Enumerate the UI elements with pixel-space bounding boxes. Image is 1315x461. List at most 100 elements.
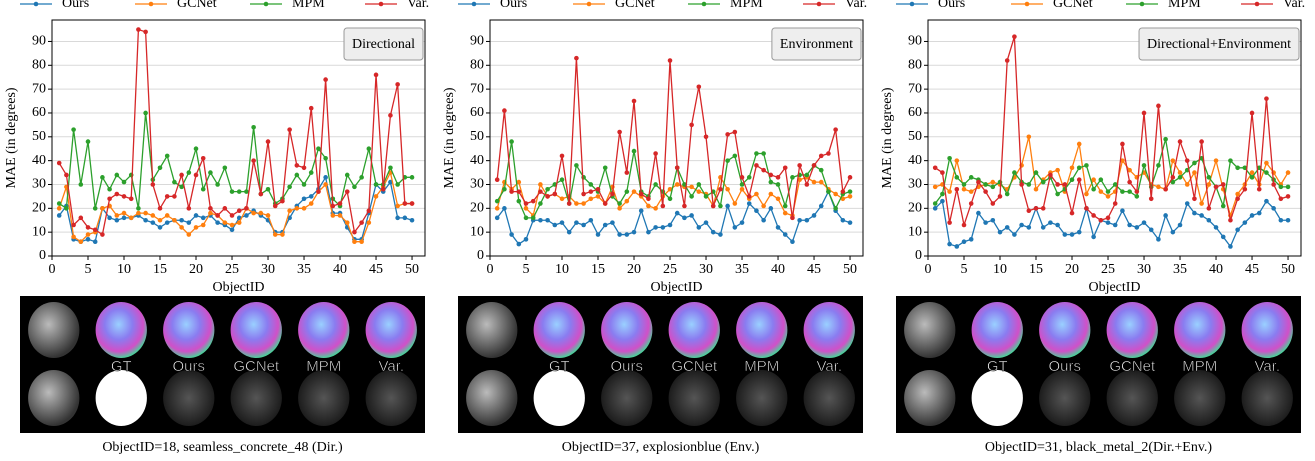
x-tick-label: 40: [333, 262, 347, 277]
point: [624, 189, 630, 194]
point: [1105, 189, 1111, 194]
point: [954, 158, 960, 163]
point: [494, 177, 500, 183]
point: [983, 182, 988, 187]
point: [236, 220, 242, 225]
legend-label: GCNet: [1053, 0, 1093, 11]
point: [388, 113, 393, 118]
point: [1235, 191, 1240, 197]
point: [1220, 203, 1226, 209]
point: [1220, 234, 1226, 240]
legend-marker: [471, 1, 477, 7]
point: [1249, 110, 1255, 116]
point: [754, 191, 759, 197]
image-label: Ours: [172, 358, 205, 375]
point: [1256, 186, 1262, 192]
point: [768, 179, 774, 185]
y-tick-label: 70: [470, 81, 484, 96]
point: [1278, 196, 1284, 202]
point: [1040, 225, 1046, 230]
point: [143, 217, 148, 223]
point: [1177, 170, 1183, 175]
point: [337, 213, 343, 218]
point: [1091, 234, 1096, 240]
title: Directional+Environment: [1147, 37, 1291, 52]
point: [64, 206, 69, 211]
point: [301, 165, 307, 171]
point: [323, 155, 328, 161]
point: [1141, 110, 1147, 116]
legend-marker: [1024, 1, 1030, 7]
x-tick-label: 0: [925, 262, 932, 277]
legend-label: Ours: [500, 0, 527, 11]
point: [581, 201, 586, 206]
point: [1278, 184, 1284, 190]
title-box: [343, 27, 424, 61]
point: [157, 225, 163, 230]
point: [114, 191, 120, 197]
point: [581, 222, 586, 228]
point: [287, 208, 292, 214]
point: [509, 139, 514, 144]
thumb-top: [1106, 302, 1158, 358]
point: [997, 229, 1003, 235]
point: [790, 175, 795, 180]
thumb-top: [601, 302, 653, 358]
point: [193, 213, 199, 218]
point: [1091, 177, 1096, 183]
thumb-bottom: [230, 370, 282, 426]
y-tick-label: 50: [470, 129, 484, 144]
caption: ObjectID=18, seamless_concrete_48 (Dir.): [102, 440, 343, 455]
point: [1163, 186, 1168, 192]
thumb-bottom: [1241, 370, 1293, 426]
point: [200, 215, 206, 221]
y-tick-label: 70: [908, 81, 922, 96]
x-tick-label: 40: [771, 262, 785, 277]
point: [696, 189, 702, 194]
point: [588, 196, 594, 202]
point: [100, 206, 105, 211]
point: [1170, 158, 1176, 163]
title-box: [771, 27, 862, 61]
point: [1228, 217, 1233, 223]
thumb-bottom: [803, 370, 855, 426]
point: [718, 186, 723, 192]
thumb-top: [230, 302, 282, 358]
point: [136, 210, 141, 216]
point: [344, 172, 350, 178]
point: [380, 186, 386, 192]
point: [624, 170, 630, 175]
point: [1084, 191, 1089, 197]
y-tick-label: 30: [32, 177, 46, 192]
point: [574, 201, 579, 206]
point: [961, 222, 967, 228]
point: [1033, 170, 1039, 175]
point: [1156, 184, 1161, 190]
point: [595, 194, 601, 199]
point: [746, 175, 752, 180]
thumb-top: [95, 302, 147, 358]
point: [1264, 198, 1269, 204]
point: [1264, 160, 1269, 166]
point: [280, 198, 285, 204]
point: [366, 208, 372, 214]
x-tick-label: 25: [225, 262, 239, 277]
point: [71, 222, 76, 228]
point: [1019, 182, 1024, 187]
y-tick-label: 60: [470, 105, 484, 120]
point: [179, 172, 184, 178]
point: [653, 225, 658, 230]
point: [833, 206, 838, 211]
x-tick-label: 5: [523, 262, 530, 277]
y-tick-label: 80: [470, 58, 484, 73]
point: [538, 182, 543, 187]
point: [186, 220, 192, 225]
point: [229, 227, 235, 233]
point: [947, 241, 952, 247]
point: [617, 206, 622, 211]
point: [1213, 184, 1219, 190]
point: [1170, 179, 1176, 185]
point: [1285, 217, 1291, 223]
point: [395, 82, 400, 87]
point: [208, 210, 213, 216]
